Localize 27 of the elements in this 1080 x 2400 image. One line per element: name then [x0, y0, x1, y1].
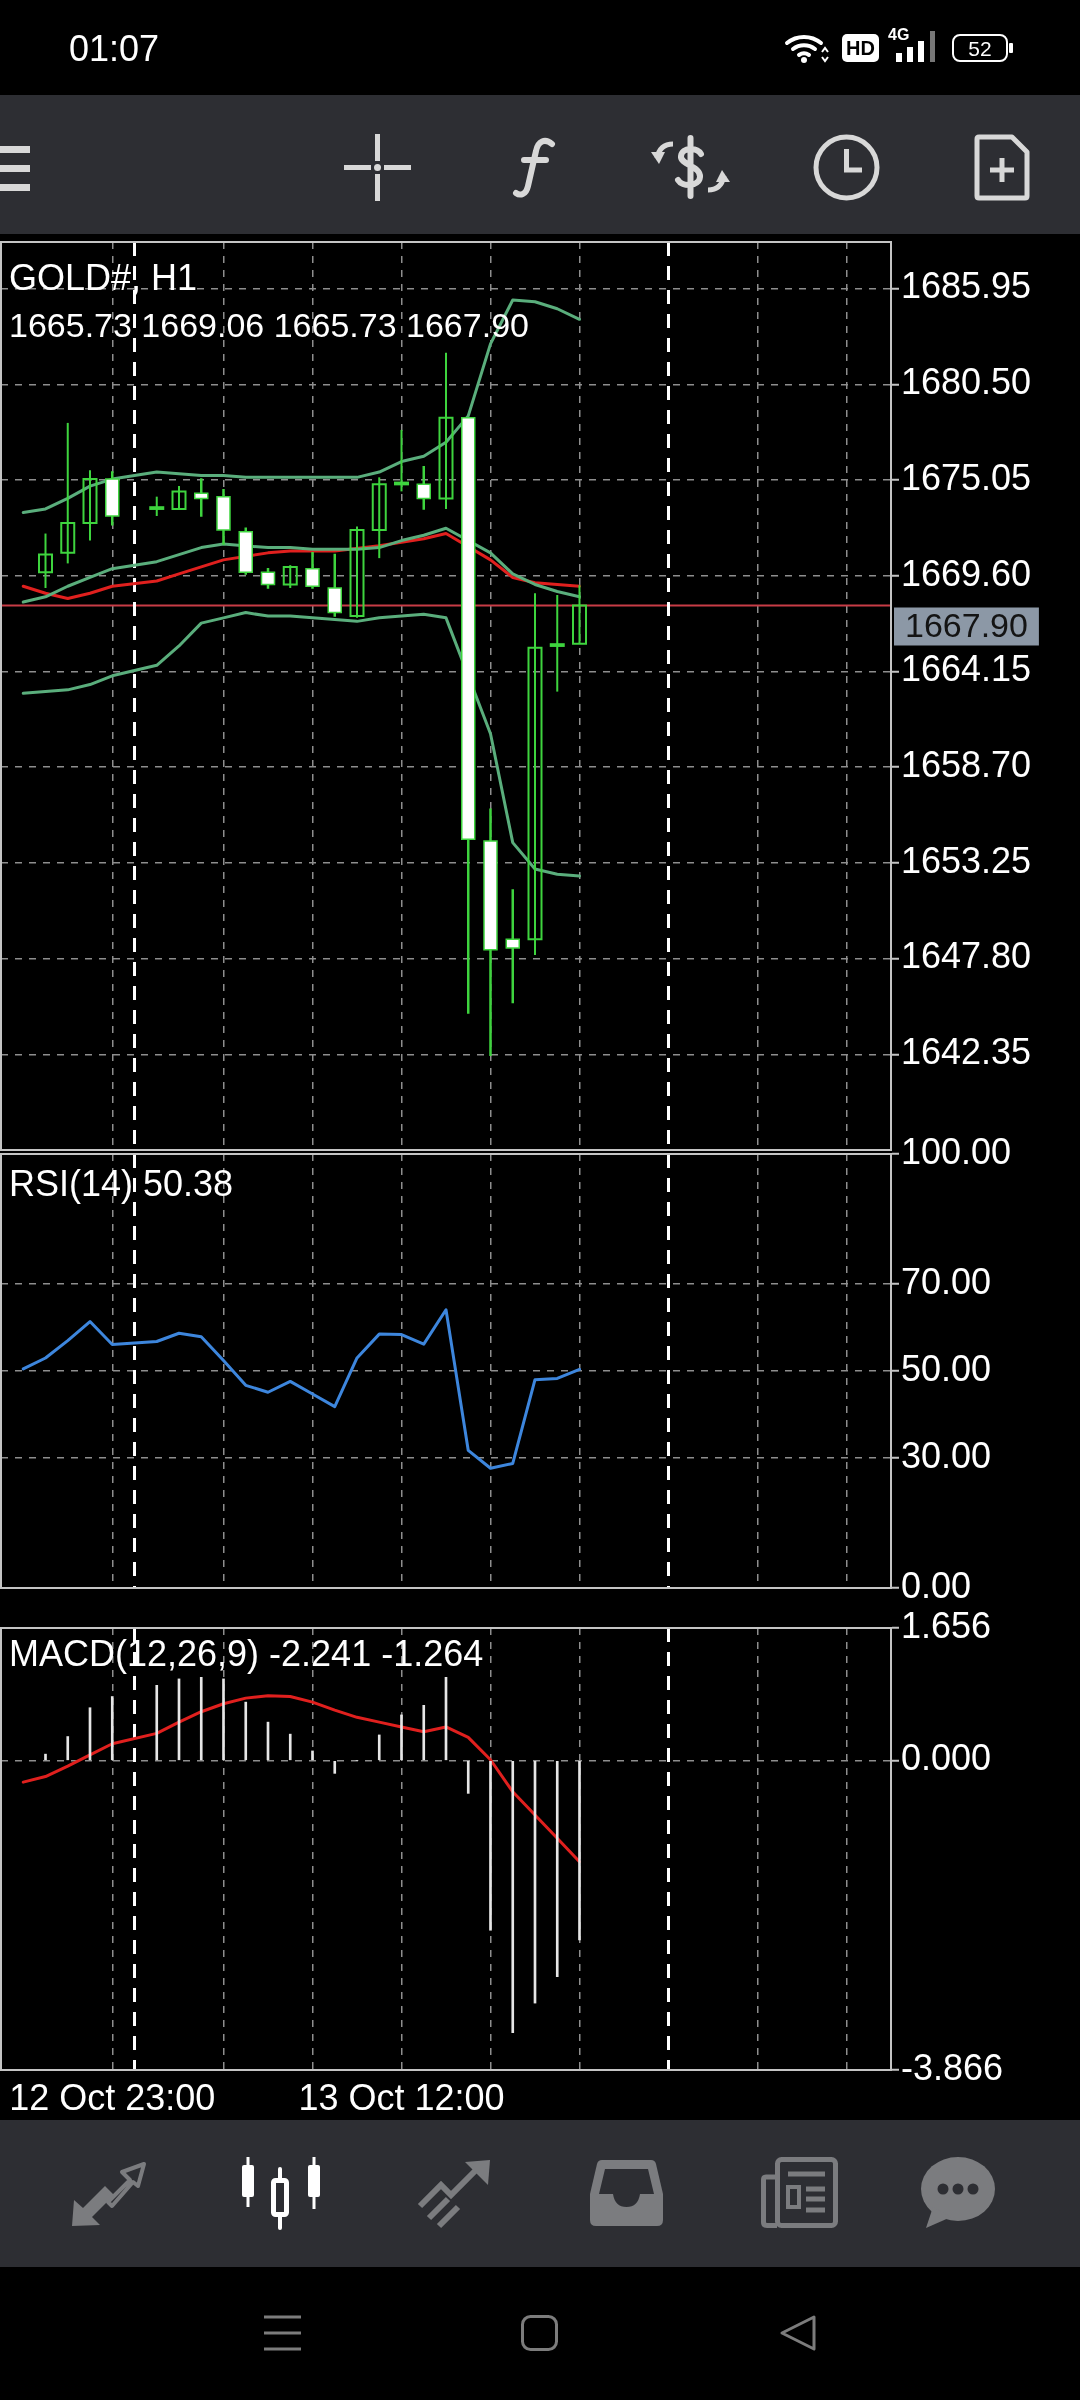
- text: HD: [842, 34, 879, 62]
- y-tick-label: 1.656: [901, 1604, 992, 1646]
- text: 01:07: [69, 28, 160, 69]
- y-tick-label: -3.866: [901, 2046, 1004, 2088]
- y-tick-label: 1680.50: [901, 361, 1032, 403]
- y-tick-label: 1653.25: [901, 839, 1032, 881]
- y-tick-label: 1669.60: [901, 552, 1032, 594]
- y-tick-label: 1685.95: [901, 265, 1032, 307]
- y-tick-label: 1642.35: [901, 1031, 1032, 1073]
- x-tick-label: 12 Oct 23:00: [9, 2076, 216, 2118]
- chart-title: GOLD#, H1: [9, 256, 198, 298]
- text: 52: [952, 37, 1008, 60]
- chart-title: MACD(12,26,9) -2.241 -1.264: [9, 1632, 484, 1674]
- text: 4G: [888, 26, 910, 43]
- x-tick-label: 13 Oct 12:00: [298, 2076, 505, 2118]
- y-tick-label: 1675.05: [901, 456, 1032, 498]
- y-tick-label: 1647.80: [901, 935, 1032, 977]
- y-tick-label: 30.00: [901, 1434, 992, 1476]
- y-tick-label: 1664.15: [901, 648, 1032, 690]
- y-tick-label: 0.00: [901, 1564, 972, 1606]
- ref-line-label: 1667.90: [905, 605, 1028, 644]
- y-tick-label: 100.00: [901, 1130, 1012, 1172]
- y-tick-label: 50.00: [901, 1347, 992, 1389]
- y-tick-label: 70.00: [901, 1261, 992, 1303]
- y-tick-label: 1658.70: [901, 744, 1032, 786]
- chart-title: RSI(14) 50.38: [9, 1162, 234, 1204]
- y-tick-label: 0.000: [901, 1737, 992, 1779]
